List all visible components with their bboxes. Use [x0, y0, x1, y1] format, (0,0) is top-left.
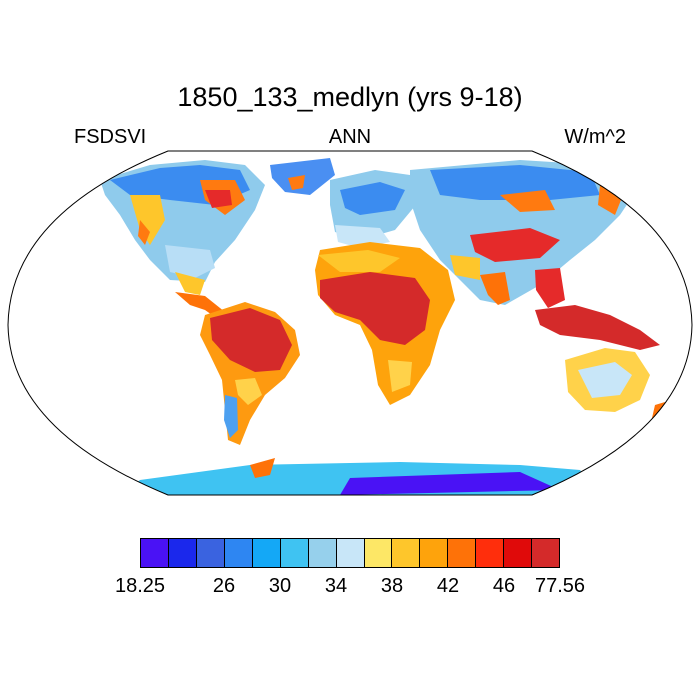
colorbar-swatch: [308, 539, 337, 567]
colorbar-swatch: [280, 539, 309, 567]
season-label: ANN: [328, 126, 372, 148]
north-america: [100, 160, 265, 295]
colorbar-tick-label: 38: [380, 575, 404, 597]
colorbar-swatch: [532, 539, 560, 567]
colorbar-tick-label: 26: [212, 575, 236, 597]
colorbar-swatch: [224, 539, 253, 567]
colorbar-swatch: [448, 539, 477, 567]
colorbar-swatch: [420, 539, 449, 567]
colorbar-tick-label: 77.56: [534, 575, 586, 597]
units-label: W/m^2: [564, 126, 626, 148]
colorbar-swatch: [336, 539, 365, 567]
colorbar-swatch: [196, 539, 225, 567]
variable-label: FSDSVI: [74, 126, 147, 148]
australia: [565, 348, 650, 412]
antarctica: [120, 458, 600, 495]
colorbar-tick-label: 42: [436, 575, 460, 597]
map-title: 1850_133_medlyn (yrs 9-18): [177, 82, 523, 112]
colorbar-swatch: [392, 539, 421, 567]
colorbar-tick-label: 34: [324, 575, 348, 597]
colorbar-tick-label: 46: [492, 575, 516, 597]
colorbar-tick-label: 18.25: [114, 575, 166, 597]
africa: [315, 242, 455, 405]
colorbar-tick-label: 30: [268, 575, 292, 597]
map-border: [7, 150, 693, 496]
colorbar-swatch: [504, 539, 533, 567]
colorbar-swatch: [168, 539, 197, 567]
south-america: [200, 302, 300, 445]
colorbar-swatch: [476, 539, 505, 567]
colorbar: [140, 538, 560, 568]
europe: [330, 170, 420, 248]
colorbar-swatch: [364, 539, 393, 567]
colorbar-swatch: [252, 539, 281, 567]
colorbar-swatch: [141, 539, 169, 567]
asia: [410, 160, 640, 308]
maritime-southeast-asia: [535, 305, 660, 350]
